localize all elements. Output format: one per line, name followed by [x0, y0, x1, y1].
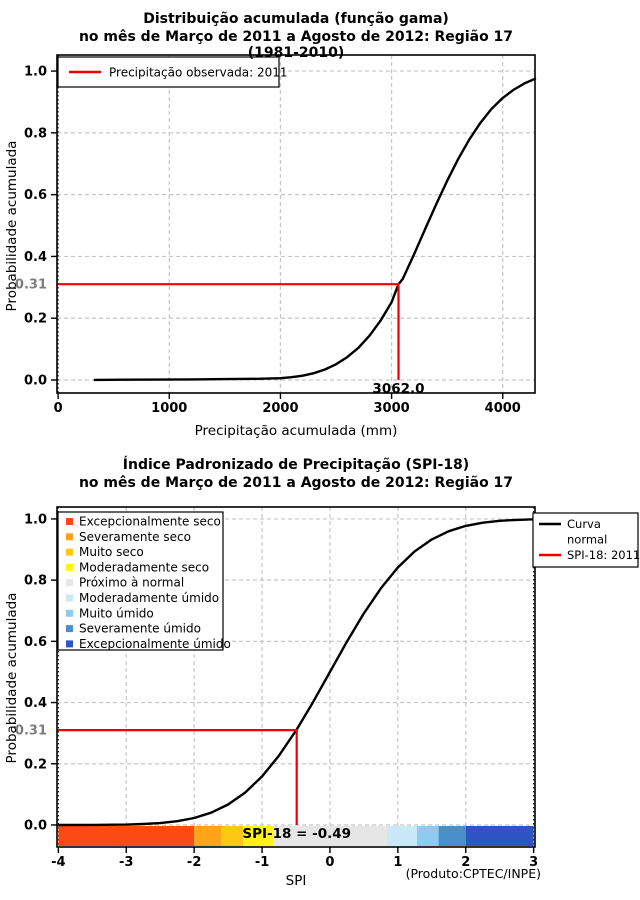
chart1-probability-marker-label: 0.31 — [15, 278, 47, 293]
chart1-xtick-label: 3000 — [374, 401, 410, 416]
chart1-ytick-label: 0.2 — [24, 312, 47, 327]
chart2-xtick-label: 1 — [393, 855, 402, 870]
chart2-subtitle: no mês de Março de 2011 a Agosto de 2012… — [78, 475, 514, 491]
chart2-xtick-label: 0 — [325, 855, 334, 870]
chart1-subtitle: no mês de Março de 2011 a Agosto de 2012… — [78, 29, 514, 61]
chart2-xtick-label: 3 — [529, 855, 538, 870]
chart2-xtick-label: 2 — [461, 855, 470, 870]
legend-color-swatch — [66, 594, 73, 602]
chart2-annotation-line — [57, 729, 298, 825]
legend-color-swatch — [66, 625, 73, 633]
spi-categories-legend-box — [57, 511, 224, 651]
chart2-ytick-label: 1.0 — [24, 512, 47, 527]
legend-color-swatch — [66, 533, 73, 541]
chart2-ytick-label: 0.0 — [24, 818, 47, 833]
spi-colorbar-segment — [386, 825, 417, 846]
chart2-probability-marker-label: 0.31 — [15, 724, 47, 739]
legend-item-label: Próximo à normal — [79, 576, 184, 590]
chart2-annotation-value-label: SPI-18 = -0.49 — [242, 826, 351, 842]
chart2-xaxis-label: SPI — [285, 873, 307, 889]
chart2-xtick-label: -3 — [119, 855, 133, 870]
spi-colorbar-segment — [416, 825, 439, 846]
chart2-ytick-label: 0.2 — [24, 757, 47, 772]
legend-item-label: Moderadamente úmido — [79, 591, 219, 605]
chart1-xtick-label: 0 — [54, 401, 63, 416]
chart2-ytick-label: 0.6 — [24, 635, 47, 650]
chart2-xtick-label: -2 — [187, 855, 201, 870]
chart2-title: Índice Padronizado de Precipitação (SPI-… — [122, 457, 470, 473]
chart2-cdf-curve — [57, 518, 535, 827]
chart2-xtick-label: -1 — [255, 855, 269, 870]
legend-item-label: Excepcionalmente seco — [79, 515, 221, 529]
spi-colorbar-segment — [58, 825, 195, 846]
chart1-xtick-label: 2000 — [262, 401, 298, 416]
legend-item-label: Severamente seco — [79, 530, 191, 544]
chart1-ytick-label: 0.6 — [24, 188, 47, 203]
chart1-plot-area — [57, 55, 535, 393]
chart1-ytick-label: 0.8 — [24, 126, 47, 141]
spi-colorbar-segment — [438, 825, 466, 846]
chart1-annotation-value-label: 3062.0 — [372, 381, 424, 397]
chart2-ytick-label: 0.4 — [24, 696, 47, 711]
legend-color-swatch — [66, 518, 73, 525]
legend-item-label: Precipitação observada: 2011 — [109, 66, 287, 80]
product-credit: (Produto:CPTEC/INPE) — [405, 866, 541, 881]
legend-item-label: Severamente úmido — [79, 622, 201, 636]
legend-color-swatch — [66, 563, 73, 571]
chart1-xaxis-label: Precipitação acumulada (mm) — [194, 423, 398, 439]
legend-item-label: Moderadamente seco — [79, 560, 209, 574]
chart1-xtick-label: 4000 — [485, 401, 521, 416]
legend-item-label: Muito úmido — [79, 606, 154, 620]
chart1-ytick-label: 0.0 — [24, 374, 47, 389]
legend-color-swatch — [66, 548, 73, 556]
legend-color-swatch — [66, 579, 73, 587]
chart1-cdf-curve — [93, 77, 537, 382]
legend-item-label: normal — [567, 533, 607, 547]
chart2-xtick-label: -4 — [51, 855, 65, 870]
chart2-plot-border — [56, 506, 536, 848]
chart1-yaxis-label: Probabilidade acumulada — [4, 140, 20, 312]
spi-colorbar-segment — [194, 825, 222, 846]
legend-item-label: Excepcionalmente úmido — [79, 637, 231, 651]
chart1-annotation-line — [57, 283, 400, 380]
chart1-xtick-label: 1000 — [151, 401, 187, 416]
curves-legend-box — [532, 512, 639, 568]
chart2-ytick-label: 0.8 — [24, 574, 47, 589]
spi-colorbar-segment — [221, 825, 244, 846]
chart1-ytick-label: 1.0 — [24, 65, 47, 80]
legend-color-swatch — [66, 640, 73, 648]
legend-color-swatch — [66, 609, 73, 617]
spi-colorbar-segment — [243, 825, 273, 846]
chart1-title: Distribuição acumulada (função gama) — [143, 11, 449, 27]
spi-colorbar-segment — [272, 825, 387, 846]
chart1-plot-border — [56, 54, 536, 394]
spi-colorbar-segment — [465, 825, 534, 846]
legend-item-label: SPI-18: 2011 — [567, 548, 640, 562]
chart2-yaxis-label: Probabilidade acumulada — [4, 592, 20, 764]
chart1-ytick-label: 0.4 — [24, 250, 47, 265]
legend-item-label: Muito seco — [79, 545, 144, 559]
legend-item-label: Curva — [567, 517, 601, 531]
